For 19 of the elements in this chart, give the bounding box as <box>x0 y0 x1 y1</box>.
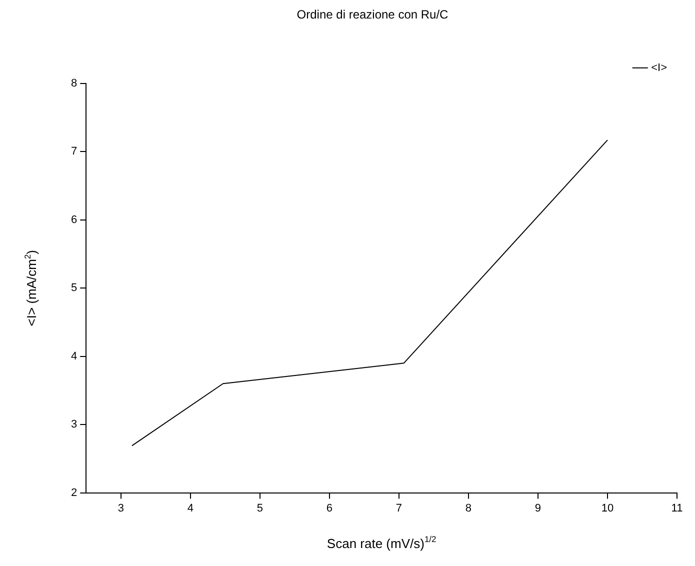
x-tick-label: 7 <box>396 502 402 514</box>
chart-title: Ordine di reazione con Ru/C <box>296 8 449 22</box>
x-tick-label: 4 <box>187 502 194 514</box>
legend-label: <I> <box>651 62 667 74</box>
x-tick-label: 10 <box>601 502 614 514</box>
x-tick-label: 6 <box>326 502 332 514</box>
y-tick-label: 7 <box>70 146 78 158</box>
y-tick-label: 5 <box>70 282 78 294</box>
y-tick-label: 8 <box>70 77 78 90</box>
y-tick-label: 4 <box>70 350 78 362</box>
x-tick-label: 3 <box>118 502 124 514</box>
y-tick-label: 2 <box>70 486 78 499</box>
x-tick-label: 9 <box>534 502 542 514</box>
x-tick-label: 11 <box>671 502 683 514</box>
y-axis-title: <I> (mA/cm2) <box>22 250 40 326</box>
x-tick-label: 5 <box>256 502 263 514</box>
y-tick-label: 6 <box>70 214 78 226</box>
y-tick-label: 3 <box>70 418 78 431</box>
x-tick-label: 8 <box>465 502 472 514</box>
